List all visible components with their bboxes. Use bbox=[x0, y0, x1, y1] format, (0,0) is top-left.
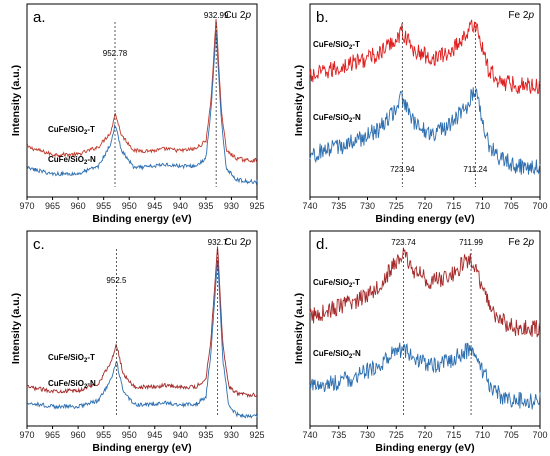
x-tick-label: 705 bbox=[504, 201, 519, 211]
chart-panel-4: 740 735 730 725 720 715 710 705 700 Binding energ… bbox=[293, 230, 548, 454]
panel-label: c. bbox=[33, 236, 45, 253]
peak-label: 723.94 bbox=[390, 165, 415, 174]
series-line-t bbox=[309, 247, 541, 338]
peak-label: 932.7 bbox=[208, 238, 229, 247]
peak-label: 952.78 bbox=[103, 49, 128, 58]
x-tick-label: 930 bbox=[224, 201, 239, 211]
x-tick-label: 970 bbox=[19, 430, 34, 440]
series-label-n: CuFe/SiO2-N bbox=[48, 155, 96, 166]
series-label-t: CuFe/SiO2-T bbox=[48, 353, 95, 364]
x-tick-label: 930 bbox=[224, 430, 239, 440]
x-tick-label: 940 bbox=[173, 201, 188, 211]
x-tick-label: 710 bbox=[475, 201, 490, 211]
x-tick-label: 935 bbox=[198, 430, 213, 440]
peak-label: 952.5 bbox=[106, 276, 127, 285]
panel-label: b. bbox=[316, 9, 329, 26]
element-label: Fe 2p bbox=[508, 10, 534, 21]
series-label-t: CuFe/SiO2-T bbox=[48, 125, 95, 136]
x-tick-label: 925 bbox=[249, 201, 264, 211]
x-tick-label: 955 bbox=[96, 430, 111, 440]
peak-label: 723.74 bbox=[391, 238, 416, 247]
peak-label: 711.99 bbox=[459, 238, 483, 247]
element-label: Fe 2p bbox=[508, 237, 534, 248]
y-axis-label: Intensity (a.u.) bbox=[293, 293, 305, 364]
panel-label: a. bbox=[33, 9, 46, 26]
series-label-t: CuFe/SiO2-T bbox=[313, 40, 360, 51]
x-tick-label: 700 bbox=[532, 430, 547, 440]
y-axis-label: Intensity (a.u.) bbox=[10, 293, 22, 364]
element-label: Cu 2p bbox=[224, 10, 251, 21]
series-line-n bbox=[26, 31, 258, 185]
y-axis-label: Intensity (a.u.) bbox=[293, 65, 305, 136]
series-label-n: CuFe/SiO2-N bbox=[313, 349, 361, 360]
x-tick-label: 925 bbox=[249, 430, 264, 440]
x-tick-label: 945 bbox=[147, 201, 162, 211]
x-axis-label: Binding energy (eV) bbox=[92, 442, 191, 454]
series-line-n bbox=[309, 342, 541, 410]
x-tick-label: 700 bbox=[532, 201, 547, 211]
plot-frame bbox=[309, 3, 541, 198]
x-tick-label: 705 bbox=[504, 430, 519, 440]
x-tick-label: 725 bbox=[389, 430, 404, 440]
series-label-t: CuFe/SiO2-T bbox=[313, 278, 360, 289]
x-tick-label: 740 bbox=[302, 201, 317, 211]
x-tick-label: 965 bbox=[45, 201, 60, 211]
series-line-t bbox=[26, 246, 258, 398]
x-tick-label: 960 bbox=[71, 430, 86, 440]
x-tick-label: 940 bbox=[173, 430, 188, 440]
x-tick-label: 950 bbox=[122, 430, 137, 440]
x-axis-label: Binding energy (eV) bbox=[375, 442, 474, 454]
plot-frame bbox=[26, 230, 258, 427]
series-line-t bbox=[309, 19, 541, 95]
peak-label: 711.24 bbox=[463, 165, 487, 174]
x-tick-label: 715 bbox=[446, 430, 461, 440]
element-label: Cu 2p bbox=[224, 237, 251, 248]
x-axis-label: Binding energy (eV) bbox=[92, 213, 191, 225]
x-tick-label: 715 bbox=[446, 201, 461, 211]
chart-panel-2: 740 735 730 725 720 715 710 705 700 Binding energ… bbox=[293, 3, 548, 225]
x-tick-label: 935 bbox=[198, 201, 213, 211]
chart-panel-3: 970 965 960 955 950 945 940 935 930 925 Binding en… bbox=[10, 230, 265, 454]
chart-panel-1: 970 965 960 955 950 945 940 935 930 925 Binding en… bbox=[10, 3, 265, 225]
x-tick-label: 735 bbox=[331, 430, 346, 440]
x-tick-label: 725 bbox=[389, 201, 404, 211]
x-tick-label: 720 bbox=[417, 201, 432, 211]
x-tick-label: 720 bbox=[417, 430, 432, 440]
x-tick-label: 740 bbox=[302, 430, 317, 440]
x-tick-label: 960 bbox=[71, 201, 86, 211]
x-tick-label: 735 bbox=[331, 201, 346, 211]
series-line-n bbox=[309, 87, 541, 176]
series-label-n: CuFe/SiO2-N bbox=[48, 379, 96, 390]
x-axis-label: Binding energy (eV) bbox=[375, 213, 474, 225]
x-tick-label: 710 bbox=[475, 430, 490, 440]
x-tick-label: 970 bbox=[19, 201, 34, 211]
y-axis-label: Intensity (a.u.) bbox=[10, 65, 22, 136]
x-tick-label: 950 bbox=[122, 201, 137, 211]
series-line-t bbox=[26, 19, 258, 163]
peak-label: 932.99 bbox=[204, 11, 229, 20]
x-tick-label: 955 bbox=[96, 201, 111, 211]
panel-label: d. bbox=[316, 236, 329, 253]
series-label-n: CuFe/SiO2-N bbox=[313, 113, 361, 124]
x-tick-label: 730 bbox=[360, 430, 375, 440]
series-line-n bbox=[26, 259, 258, 419]
x-tick-label: 965 bbox=[45, 430, 60, 440]
plot-frame bbox=[26, 3, 258, 198]
x-tick-label: 945 bbox=[147, 430, 162, 440]
x-tick-label: 730 bbox=[360, 201, 375, 211]
